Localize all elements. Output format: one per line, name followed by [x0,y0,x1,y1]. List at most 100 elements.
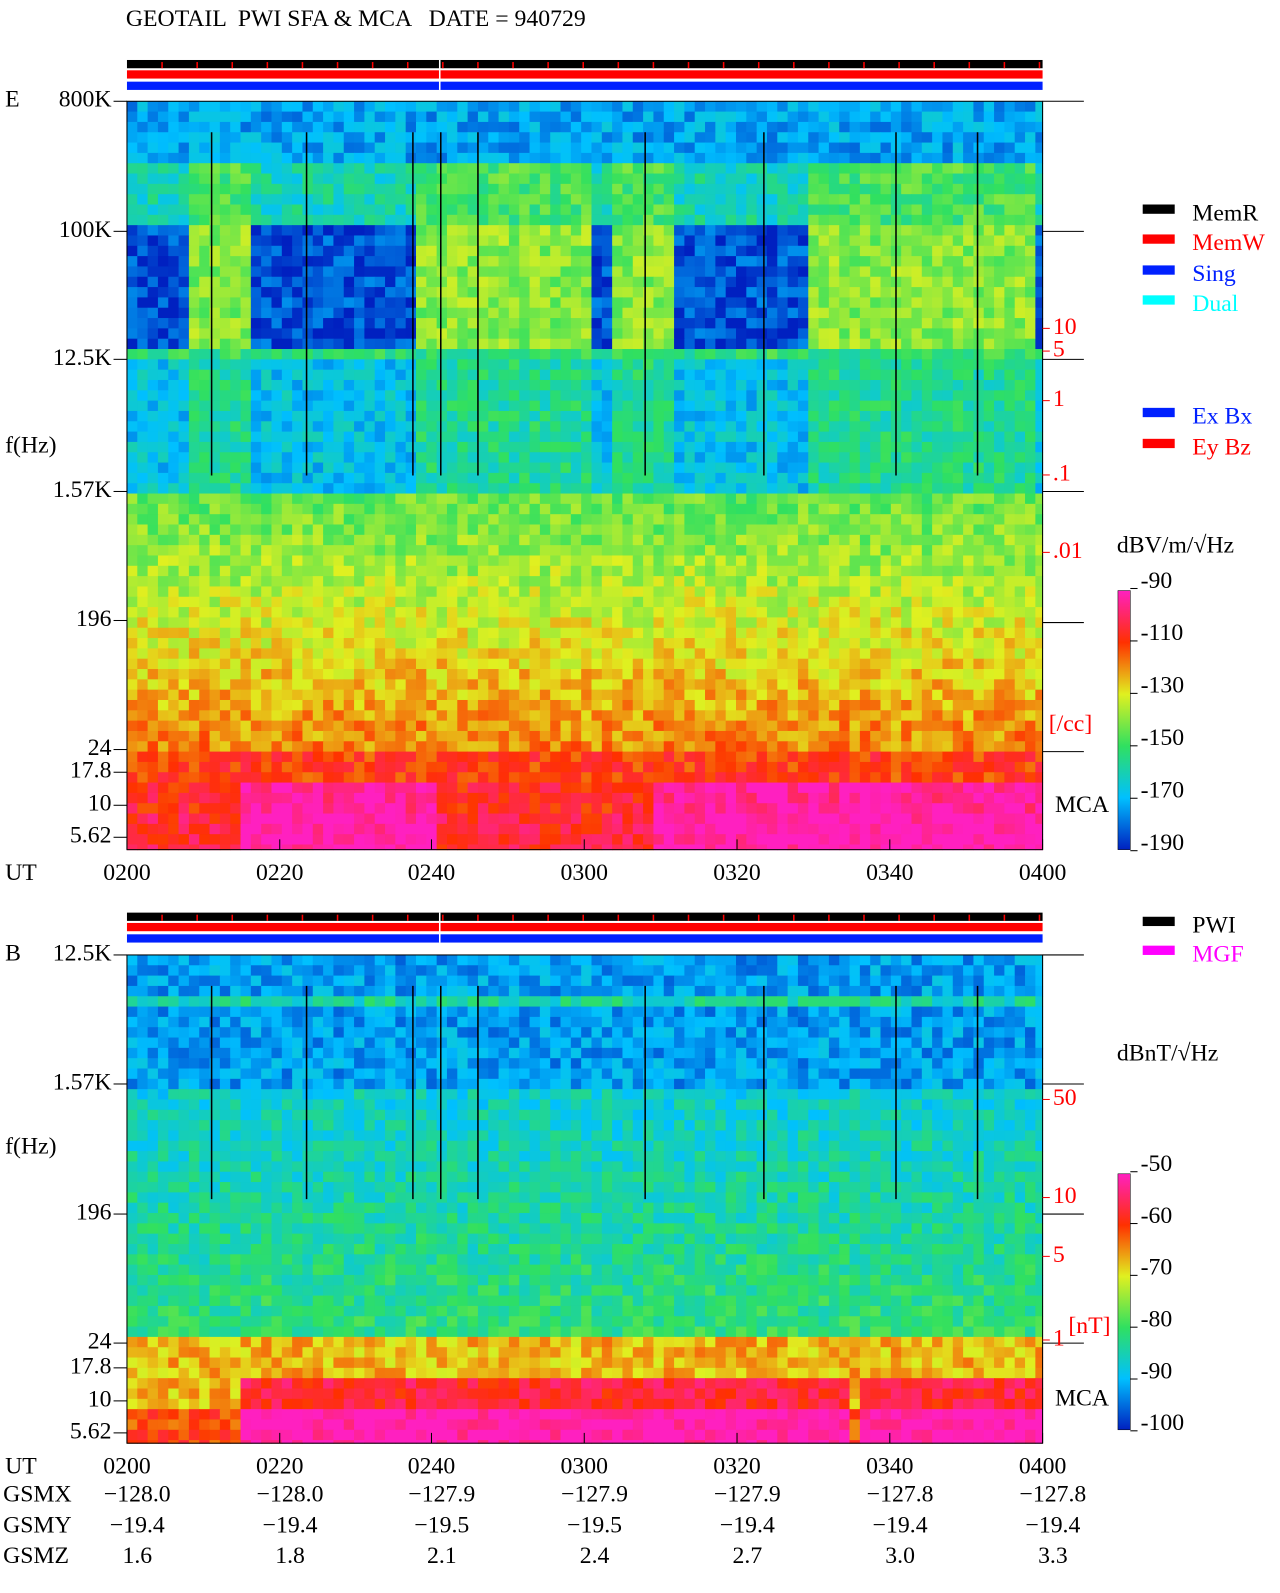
spectrogram-cell [188,390,200,402]
spectrogram-cell [787,503,799,515]
spectrogram-cell [973,142,985,154]
spectrogram-cell [519,514,531,526]
spectrogram-cell [550,627,562,639]
spectrogram-cell [973,472,985,484]
spectrogram-cell [870,431,882,443]
spectrogram-cell [395,514,407,526]
spectrogram-cell [467,607,479,618]
spectrogram-cell [756,297,768,309]
spectrogram-cell [240,514,252,526]
spectrogram-cell [766,132,778,144]
spectrogram-cell [199,266,211,278]
spectrogram-cell [1025,514,1036,526]
spectrogram-cell [354,297,365,309]
spectrogram-cell [1014,287,1026,298]
spectrogram-cell [261,328,272,340]
spectrogram-cell [137,607,149,618]
spectrogram-cell [209,607,221,618]
spectrogram-cell [746,669,758,680]
spectrogram-cell [560,638,572,649]
spectrogram-cell [416,307,427,319]
spectrogram-cell [901,503,912,515]
spectrogram-cell [374,648,386,660]
spectrogram-cell [601,421,613,433]
spectrogram-cell [653,545,665,556]
spectrogram-cell [137,534,149,546]
spectrogram-cell [932,297,943,309]
spectrogram-cell [323,204,334,216]
spectrogram-cell [1014,349,1026,360]
spectrogram-cell [199,565,211,577]
spectrogram-cell [612,545,623,556]
spectrogram-cell [312,441,324,453]
spectrogram-cell [849,524,861,536]
spectrogram-cell [178,514,190,526]
spectrogram-cell [292,472,303,484]
spectrogram-cell [188,297,200,309]
spectrogram-cell [178,565,190,577]
spectrogram-cell [426,121,438,133]
spectrogram-cell [973,235,985,247]
spectrogram-cell [911,163,923,175]
spectrogram-cell [405,163,417,175]
spectrogram-cell [199,328,211,340]
spectrogram-cell [436,266,448,278]
spectrogram-cell [199,400,211,412]
spectrogram-cell [199,183,211,195]
spectrogram-cell [364,421,376,433]
spectrogram-cell [653,349,665,360]
spectrogram-cell [994,132,1005,144]
spectrogram-cell [725,514,737,526]
spectrogram-cell [550,379,562,391]
spectrogram-cell [529,648,541,660]
spectrogram-cell [261,379,272,391]
spectrogram-cell [147,359,159,371]
spectrogram-cell [436,627,448,639]
spectrogram-cell [416,483,427,495]
spectrogram-cell [808,565,820,577]
spectrogram-cell [756,596,768,608]
spectrogram-cell [839,163,851,175]
spectrogram-cell [550,483,562,495]
spectrogram-cell [343,194,355,206]
spectrogram-cell [219,472,231,484]
spectrogram-cell [323,514,334,526]
spectrogram-cell [364,287,376,298]
spectrogram-cell [1014,379,1026,391]
spectrogram-cell [230,338,242,350]
spectrogram-cell [550,297,562,309]
spectrogram-cell [570,555,582,567]
spectrogram-cell [601,142,613,154]
spectrogram-cell [302,669,314,680]
spectrogram-cell [343,121,355,133]
spectrogram-cell [323,276,334,288]
spectrogram-cell [209,111,221,123]
spectrogram-cell [219,452,231,464]
spectrogram-cell [674,111,685,123]
spectrogram-cell [209,318,221,329]
spectrogram-cell [230,183,242,195]
spectrogram-cell [591,400,603,412]
spectrogram-cell [1025,359,1036,371]
spectrogram-cell [756,183,768,195]
spectrogram-cell [808,658,820,670]
spectrogram-cell [312,183,324,195]
spectrogram-cell [766,163,778,175]
spectrogram-cell [405,183,417,195]
spectrogram-cell [302,514,314,526]
spectrogram-cell [209,524,221,536]
spectrogram-cell [323,462,334,474]
spectrogram-cell [952,173,964,185]
spectrogram-cell [808,431,820,443]
spectrogram-cell [271,225,283,236]
spectrogram-cell [674,545,685,556]
spectrogram-cell [591,565,603,577]
spectrogram-cell [581,483,592,495]
spectrogram-cell [942,359,954,371]
spectrogram-cell [157,204,169,216]
spectrogram-cell [725,524,737,536]
spectrogram-cell [849,359,861,371]
spectrogram-cell [973,596,985,608]
spectrogram-cell [828,152,840,164]
spectrogram-cell [281,410,293,422]
